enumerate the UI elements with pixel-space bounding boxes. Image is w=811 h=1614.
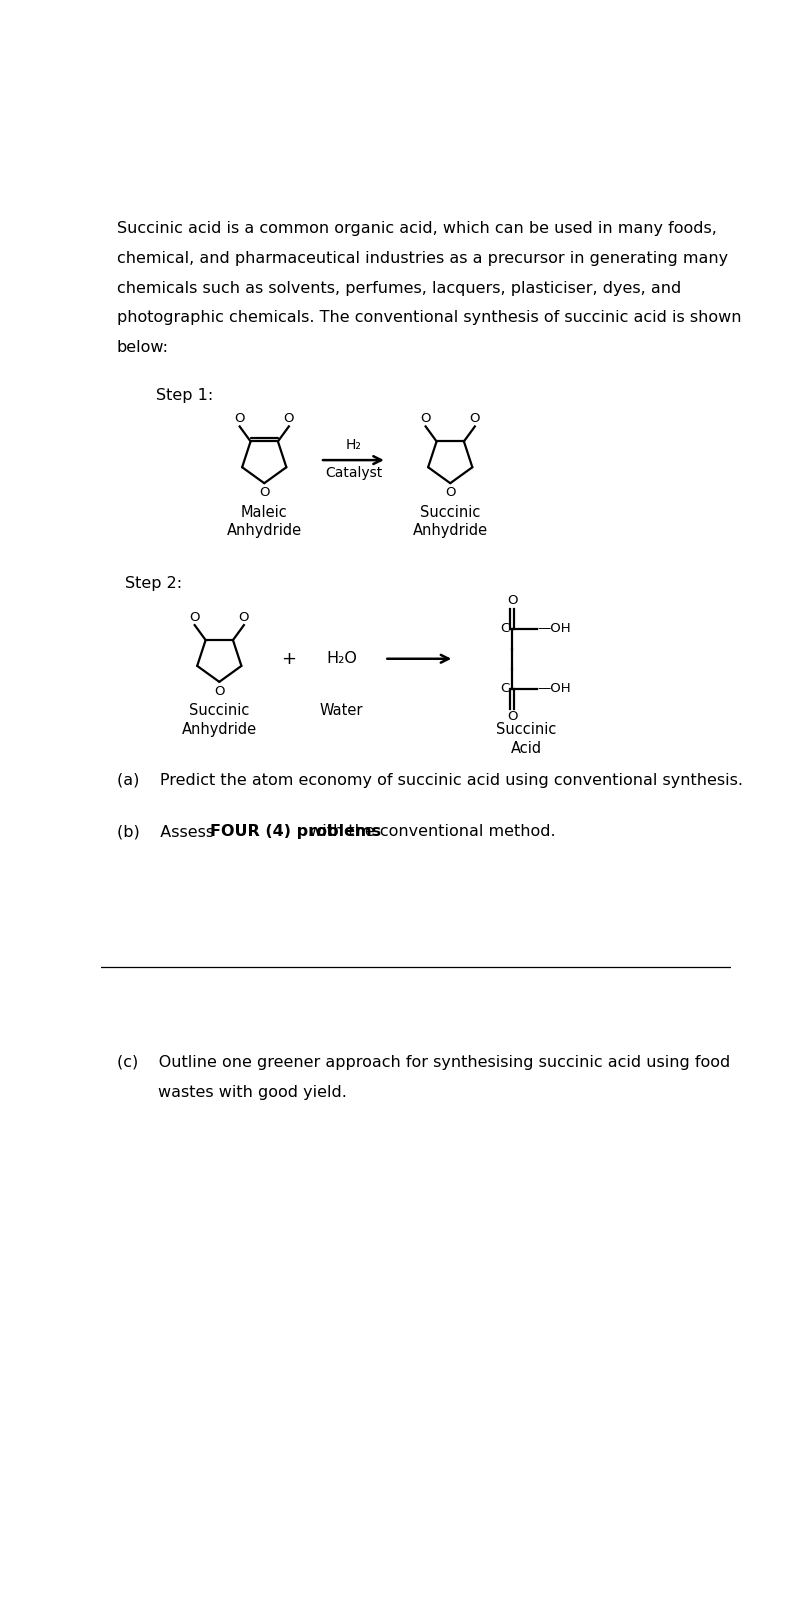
Text: wastes with good yield.: wastes with good yield. [117, 1085, 346, 1101]
Text: O: O [189, 610, 200, 623]
Text: C: C [500, 683, 509, 696]
Text: H₂: H₂ [345, 439, 361, 452]
Text: Succinic
Anhydride: Succinic Anhydride [182, 704, 256, 738]
Text: FOUR (4) problems: FOUR (4) problems [209, 825, 380, 839]
Text: Water: Water [320, 704, 363, 718]
Text: O: O [214, 684, 225, 697]
Text: Succinic acid is a common organic acid, which can be used in many foods,: Succinic acid is a common organic acid, … [117, 221, 716, 236]
Text: O: O [259, 486, 269, 499]
Text: Maleic
Anhydride: Maleic Anhydride [226, 505, 302, 539]
Text: chemical, and pharmaceutical industries as a precursor in generating many: chemical, and pharmaceutical industries … [117, 252, 727, 266]
Text: O: O [506, 594, 517, 607]
Text: C: C [500, 623, 509, 636]
Text: O: O [506, 710, 517, 723]
Text: O: O [469, 412, 479, 424]
Text: —OH: —OH [537, 623, 571, 636]
Text: below:: below: [117, 341, 169, 355]
Text: (b)    Assess: (b) Assess [117, 825, 219, 839]
Text: Step 2:: Step 2: [125, 576, 182, 591]
Text: photographic chemicals. The conventional synthesis of succinic acid is shown: photographic chemicals. The conventional… [117, 310, 740, 326]
Text: —OH: —OH [537, 683, 571, 696]
Text: (a)    Predict the atom economy of succinic acid using conventional synthesis.: (a) Predict the atom economy of succinic… [117, 773, 742, 788]
Text: O: O [234, 412, 245, 424]
Text: O: O [238, 610, 249, 623]
Text: Succinic
Anhydride: Succinic Anhydride [412, 505, 487, 539]
Text: H₂O: H₂O [326, 652, 357, 667]
Text: (c)    Outline one greener approach for synthesising succinic acid using food: (c) Outline one greener approach for syn… [117, 1056, 729, 1070]
Text: Catalyst: Catalyst [324, 466, 381, 481]
Text: O: O [420, 412, 431, 424]
Text: Step 1:: Step 1: [156, 387, 212, 404]
Text: O: O [444, 486, 455, 499]
Text: chemicals such as solvents, perfumes, lacquers, plasticiser, dyes, and: chemicals such as solvents, perfumes, la… [117, 281, 680, 295]
Text: Succinic
Acid: Succinic Acid [496, 721, 556, 755]
Text: with the conventional method.: with the conventional method. [303, 825, 555, 839]
Text: O: O [283, 412, 294, 424]
Text: +: + [281, 650, 296, 668]
